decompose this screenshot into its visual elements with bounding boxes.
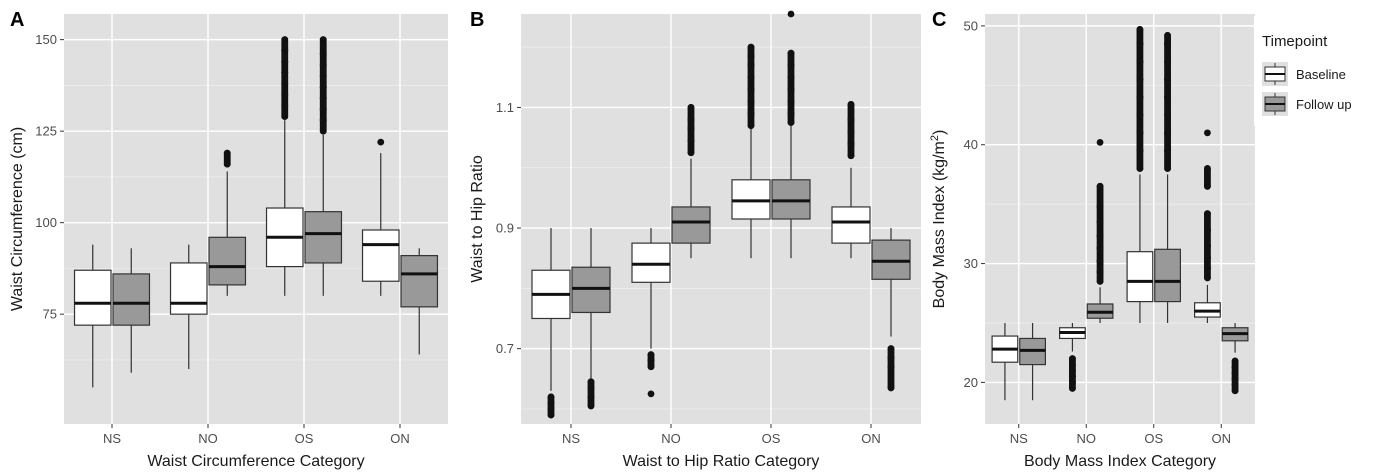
panel-b: 0.7 0.9 1.1 NS NO OS ON Waist to Hip Ratio Cate… bbox=[469, 9, 921, 470]
box-baseline-no bbox=[169, 244, 208, 370]
box-baseline-no bbox=[631, 228, 671, 398]
box-baseline-ns bbox=[73, 244, 112, 388]
box-iqr bbox=[771, 179, 811, 220]
panel-tag-b: B bbox=[470, 9, 484, 31]
box-iqr bbox=[73, 269, 112, 326]
y-axis-title-superscript: 2 bbox=[929, 135, 941, 141]
x-tick-label-no: NO bbox=[198, 431, 218, 446]
panel-tag-c: C bbox=[932, 9, 946, 31]
x-tick-label-no: NO bbox=[1077, 431, 1097, 446]
y-tick-label: 0.7 bbox=[496, 341, 514, 356]
box-follow-up-ns bbox=[1019, 322, 1046, 401]
box-follow-up-ns bbox=[112, 248, 151, 373]
panel-tag-a: A bbox=[10, 9, 24, 31]
box-iqr bbox=[631, 242, 671, 283]
x-tick-label-ns: NS bbox=[562, 431, 580, 446]
box-baseline-on bbox=[361, 138, 400, 296]
box-baseline-on bbox=[831, 101, 871, 259]
x-axis-title: Waist to Hip Ratio Category bbox=[623, 453, 820, 470]
box-iqr bbox=[304, 211, 343, 264]
box-follow-up-on bbox=[1221, 322, 1249, 395]
box-iqr bbox=[361, 229, 400, 282]
legend-label-baseline: Baseline bbox=[1296, 67, 1346, 82]
panel-c: 20 30 40 50 NS NO OS ON Body Mass Index Category… bbox=[929, 9, 1255, 470]
y-tick-label: 1.1 bbox=[496, 100, 514, 115]
legend: Timepoint Baseline Follow up bbox=[1254, 16, 1370, 126]
y-axis-title-text: Waist to Hip Ratio bbox=[469, 155, 486, 283]
x-tick-label-os: OS bbox=[762, 431, 781, 446]
y-axis-title-text: Body Mass Index (kg/m bbox=[931, 141, 948, 308]
box-follow-up-ns bbox=[571, 228, 611, 410]
box-iqr bbox=[400, 255, 439, 308]
box-iqr bbox=[831, 206, 871, 244]
legend-label-follow-up: Follow up bbox=[1296, 97, 1352, 112]
y-tick-label: 75 bbox=[43, 307, 57, 322]
box-baseline-on bbox=[1193, 129, 1221, 323]
outlier-point bbox=[647, 390, 655, 398]
box-follow-up-no bbox=[1086, 138, 1114, 323]
x-tick-label-os: OS bbox=[295, 431, 314, 446]
y-tick-label: 50 bbox=[964, 18, 978, 33]
outlier-point bbox=[787, 10, 795, 18]
panel-a: 75 100 125 150 NS NO OS ON Waist Circumference C… bbox=[9, 9, 448, 470]
x-tick-label-on: ON bbox=[861, 431, 881, 446]
box-follow-up-os bbox=[771, 10, 811, 259]
y-tick-label: 20 bbox=[964, 375, 978, 390]
y-axis-title: Waist Circumference (cm) bbox=[9, 127, 26, 311]
panel-background bbox=[64, 14, 448, 424]
y-tick-label: 100 bbox=[35, 215, 57, 230]
box-follow-up-on bbox=[400, 248, 439, 355]
box-iqr bbox=[112, 273, 151, 326]
box-baseline-ns bbox=[531, 228, 571, 419]
x-tick-label-on: ON bbox=[390, 431, 410, 446]
y-axis-title-end: ) bbox=[931, 130, 948, 135]
box-baseline-no bbox=[1058, 322, 1086, 392]
x-tick-label-ns: NS bbox=[103, 431, 121, 446]
y-tick-label: 30 bbox=[964, 256, 978, 271]
y-tick-label: 150 bbox=[35, 32, 57, 47]
box-follow-up-no bbox=[208, 149, 247, 296]
box-follow-up-os bbox=[1154, 31, 1181, 323]
box-iqr bbox=[571, 266, 611, 314]
outlier-point bbox=[1096, 138, 1104, 146]
y-axis-title: Waist to Hip Ratio bbox=[469, 155, 486, 283]
x-tick-label-os: OS bbox=[1144, 431, 1163, 446]
box-iqr bbox=[208, 236, 247, 286]
box-iqr bbox=[671, 206, 711, 244]
outlier-point bbox=[1204, 129, 1211, 137]
y-tick-label: 40 bbox=[964, 137, 978, 152]
x-tick-label-no: NO bbox=[661, 431, 681, 446]
box-iqr bbox=[731, 179, 771, 220]
legend-title: Timepoint bbox=[1262, 33, 1328, 50]
y-tick-label: 125 bbox=[35, 124, 57, 139]
box-iqr bbox=[871, 239, 911, 280]
y-axis-title: Body Mass Index (kg/m2) bbox=[929, 130, 948, 309]
box-follow-up-os bbox=[304, 36, 343, 296]
box-baseline-os bbox=[265, 36, 304, 296]
x-axis-title: Waist Circumference Category bbox=[147, 453, 364, 470]
x-tick-label-ns: NS bbox=[1010, 431, 1028, 446]
x-axis-title: Body Mass Index Category bbox=[1024, 453, 1216, 470]
y-tick-label: 0.9 bbox=[496, 221, 514, 236]
y-axis-title-text: Waist Circumference (cm) bbox=[9, 127, 26, 311]
box-baseline-ns bbox=[991, 322, 1019, 401]
outlier-point bbox=[377, 138, 385, 146]
box-follow-up-no bbox=[671, 104, 711, 259]
box-iqr bbox=[169, 262, 208, 315]
box-baseline-os bbox=[731, 43, 771, 259]
box-follow-up-on bbox=[871, 228, 911, 392]
box-iqr bbox=[1154, 248, 1181, 303]
box-iqr bbox=[1126, 251, 1154, 303]
box-baseline-os bbox=[1126, 26, 1154, 323]
x-tick-label-on: ON bbox=[1212, 431, 1232, 446]
